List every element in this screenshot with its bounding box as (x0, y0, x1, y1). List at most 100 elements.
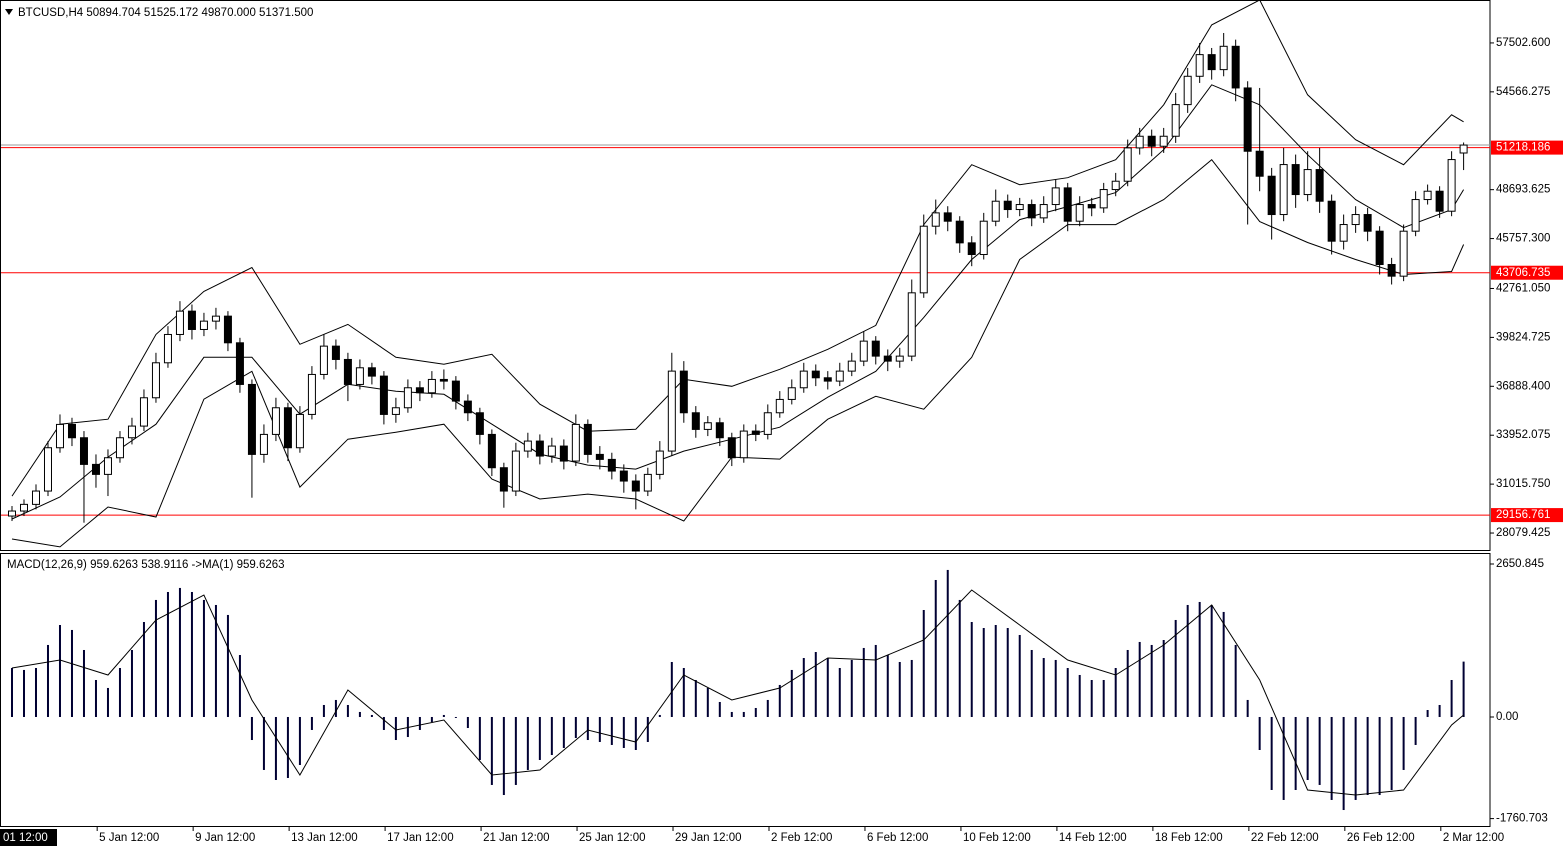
macd-bar (586, 716, 589, 741)
macd-bar (34, 667, 37, 717)
macd-bar (562, 716, 565, 748)
candle-body (451, 380, 460, 402)
candle-body (19, 503, 28, 512)
macd-panel (0, 553, 1491, 827)
candle-body (91, 463, 100, 475)
y-tick-label: 31015.750 (1496, 478, 1550, 490)
candle-body (1015, 204, 1024, 211)
y-tick-label: 0.00 (1496, 711, 1518, 723)
candle-body (511, 450, 520, 492)
candle-body (1459, 144, 1468, 154)
macd-bar (94, 679, 97, 717)
macd-bar (418, 716, 421, 730)
x-tick-label: 29 Jan 12:00 (675, 832, 742, 844)
macd-bar (1066, 667, 1069, 717)
macd-bar (58, 625, 61, 717)
candle-body (703, 422, 712, 430)
macd-bar (1342, 716, 1345, 811)
candle-body (187, 310, 196, 330)
macd-bar (310, 716, 313, 730)
signal-line (11, 589, 1464, 796)
macd-bar (22, 669, 25, 717)
candle-body (1063, 187, 1072, 222)
macd-bar (694, 679, 697, 717)
candle-body (1039, 204, 1048, 219)
x-tick-label: 9 Jan 12:00 (195, 832, 255, 844)
level-label: 51218.186 (1496, 142, 1550, 154)
macd-bar (766, 699, 769, 717)
cursor-box (0, 829, 57, 846)
level-label: 29156.761 (1496, 509, 1550, 521)
band-lower (11, 158, 1465, 548)
candle-body (115, 437, 124, 459)
macd-bar (778, 684, 781, 717)
candle-body (1267, 175, 1276, 216)
candle-body (391, 407, 400, 415)
candle-body (895, 355, 904, 362)
candle-body (1135, 135, 1144, 149)
x-tick-label: 14 Feb 12:00 (1059, 832, 1127, 844)
candle-body (43, 447, 52, 492)
candle-body (379, 375, 388, 415)
macd-bar (154, 599, 157, 717)
macd-bar (1234, 644, 1237, 717)
macd-bar (754, 707, 757, 717)
macd-bar (286, 716, 289, 778)
x-tick-label: 21 Jan 12:00 (483, 832, 550, 844)
macd-bar (634, 716, 637, 750)
candle-body (787, 387, 796, 400)
x-tick-label: 25 Jan 12:00 (579, 832, 646, 844)
y-tick-label: 42761.050 (1496, 283, 1550, 295)
x-tick-label: 26 Feb 12:00 (1347, 832, 1415, 844)
cursor-label: 01 12:00 (3, 832, 48, 844)
macd-bar (1318, 716, 1321, 785)
candle-body (1279, 164, 1288, 216)
candle-body (283, 407, 292, 449)
macd-bar (382, 716, 385, 730)
macd-bar (514, 716, 517, 785)
candle-body (427, 378, 436, 394)
macd-bar (1030, 649, 1033, 717)
macd-bar (874, 644, 877, 717)
candle-body (1435, 190, 1444, 212)
macd-bar (1330, 716, 1333, 800)
y-tick-label: 39824.725 (1496, 331, 1550, 343)
candle-body (259, 433, 268, 455)
macd-bar (1174, 619, 1177, 717)
macd-bar (202, 599, 205, 717)
macd-bar (682, 667, 685, 717)
macd-bar (142, 621, 145, 717)
candle-body (235, 342, 244, 385)
candle-body (247, 383, 256, 455)
macd-bar (1042, 658, 1045, 717)
candle-body (1207, 54, 1216, 71)
macd-bar (358, 711, 361, 717)
macd-bar (1438, 704, 1441, 717)
macd-bar (1054, 659, 1057, 717)
macd-bar (982, 628, 985, 717)
macd-bar (718, 701, 721, 717)
candle-body (907, 292, 916, 357)
candle-body (1075, 204, 1084, 222)
macd-bar (1294, 716, 1297, 790)
candle-body (991, 200, 1000, 222)
candle-body (343, 358, 352, 385)
macd-bar (10, 667, 13, 717)
candle-body (1123, 147, 1132, 182)
candle-body (799, 370, 808, 389)
macd-bar (1270, 716, 1273, 790)
y-tick-label: 2650.845 (1496, 558, 1544, 570)
candle-body (655, 450, 664, 475)
macd-bar (454, 716, 457, 718)
candle-body (1099, 189, 1108, 209)
candle-body (1111, 180, 1120, 191)
macd-bar (898, 661, 901, 717)
candle-body (919, 225, 928, 294)
x-tick-label: 13 Jan 12:00 (291, 832, 358, 844)
macd-bar (1390, 716, 1393, 790)
candle-body (151, 362, 160, 399)
candle-body (79, 437, 88, 465)
macd-bar (610, 716, 613, 745)
candle-body (859, 340, 868, 362)
candle-body (1339, 224, 1348, 242)
